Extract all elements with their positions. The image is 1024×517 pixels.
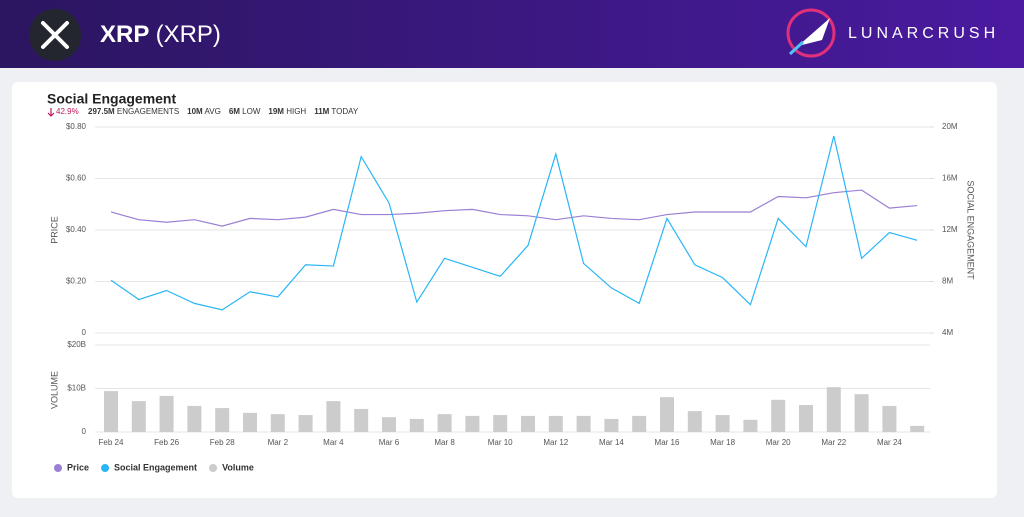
y-tick-label: 0	[82, 328, 87, 337]
stat-value: 19M	[268, 107, 284, 116]
stat-label: AVG	[205, 107, 221, 116]
bar	[437, 414, 452, 432]
stat: 19M HIGH	[268, 107, 306, 116]
down-arrow	[47, 108, 55, 117]
bar	[131, 401, 146, 432]
bar	[465, 415, 480, 432]
line	[110, 189, 918, 227]
bar	[243, 412, 257, 432]
bar	[354, 408, 369, 432]
stat: 10M AVG	[187, 107, 221, 116]
y2-tick-label: 4M	[942, 328, 953, 337]
x-tick-label: Feb 28	[210, 438, 235, 447]
brand-logo	[786, 8, 836, 58]
chart-title: Social Engagement	[47, 91, 176, 107]
coin-name: XRP	[100, 21, 149, 48]
bar	[298, 415, 313, 432]
bar	[854, 394, 869, 432]
stat: 11M TODAY	[314, 107, 359, 116]
brand-name: LUNARCRUSH	[848, 25, 999, 42]
header-title: XRP (XRP)	[100, 21, 221, 48]
rocket-trail	[788, 40, 805, 56]
rocket-icon	[798, 18, 830, 46]
bar	[159, 395, 174, 432]
stat-label: ENGAGEMENTS	[117, 107, 179, 116]
bar	[743, 419, 758, 432]
x-tick-label: Mar 14	[599, 438, 624, 447]
bar	[215, 408, 230, 432]
stats: 297.5M ENGAGEMENTS 10M AVG 6M LOW 19M HIGH 1…	[88, 107, 359, 116]
y2-tick-label: 12M	[942, 225, 958, 234]
stat-value: 297.5M	[88, 107, 115, 116]
x-tick-label: Feb 24	[99, 438, 124, 447]
bar	[409, 418, 424, 432]
bar	[576, 415, 591, 432]
y-tick-label: $0.80	[66, 122, 87, 131]
stat-value: 6M	[229, 107, 240, 116]
y-tick-label: $10B	[67, 384, 86, 393]
x-tick-label: Mar 2	[268, 438, 289, 447]
bar	[493, 415, 508, 432]
y2-tick-label: 20M	[942, 122, 958, 131]
y-tick-label: 0	[82, 427, 87, 436]
legend-marker	[101, 464, 110, 472]
y-axis-label: PRICE	[49, 216, 59, 244]
x-tick-label: Mar 8	[434, 438, 455, 447]
bar	[715, 415, 730, 432]
x-tick-label: Mar 4	[323, 438, 344, 447]
bar	[910, 425, 925, 432]
bar	[771, 399, 786, 432]
y2-tick-label: 16M	[942, 174, 958, 183]
bar	[604, 418, 619, 432]
y-tick-label: $20B	[67, 340, 86, 349]
x-tick-label: Mar 12	[543, 438, 568, 447]
x-tick-label: Feb 26	[154, 438, 179, 447]
bar	[382, 417, 396, 432]
bar	[104, 391, 118, 432]
legend-marker	[209, 464, 218, 472]
stat: 6M LOW	[229, 107, 261, 116]
legend-label: Volume	[222, 462, 254, 472]
bar	[826, 387, 841, 432]
bar	[882, 405, 897, 432]
y-tick-label: $0.20	[66, 277, 87, 286]
bar	[632, 415, 647, 432]
stat-label: HIGH	[286, 107, 306, 116]
legend-marker	[54, 464, 62, 472]
y-axis-label: VOLUME	[49, 371, 59, 409]
bar	[187, 405, 202, 432]
stat-value: 11M	[314, 107, 329, 116]
x-tick-label: Mar 20	[766, 438, 791, 447]
y-tick-label: $0.40	[66, 225, 87, 234]
change: 42.9%	[56, 107, 79, 116]
line	[110, 135, 918, 311]
y2-axis-label: SOCIAL ENGAGEMENT	[966, 180, 976, 280]
coin-icon	[41, 21, 69, 49]
header	[0, 0, 1024, 68]
bar	[521, 415, 535, 432]
stat-value: 10M	[187, 107, 203, 116]
x-tick-label: Mar 18	[710, 438, 735, 447]
bar	[660, 397, 674, 432]
stat-label: TODAY	[331, 107, 358, 116]
bar	[687, 411, 702, 432]
stat: 297.5M ENGAGEMENTS	[88, 107, 179, 116]
stat-label: LOW	[242, 107, 261, 116]
card	[12, 82, 997, 498]
legend-label: Price	[67, 462, 89, 472]
x-tick-label: Mar 22	[821, 438, 846, 447]
bar	[799, 405, 813, 432]
legend-label: Social Engagement	[114, 462, 197, 472]
x-tick-label: Mar 24	[877, 438, 902, 447]
bar	[548, 415, 563, 432]
x-tick-label: Mar 6	[379, 438, 400, 447]
x-tick-label: Mar 16	[655, 438, 680, 447]
y-tick-label: $0.60	[66, 174, 87, 183]
bar	[326, 401, 341, 432]
coin-symbol: (XRP)	[156, 21, 221, 48]
y2-tick-label: 8M	[942, 277, 953, 286]
x-tick-label: Mar 10	[488, 438, 513, 447]
bar	[270, 414, 285, 432]
